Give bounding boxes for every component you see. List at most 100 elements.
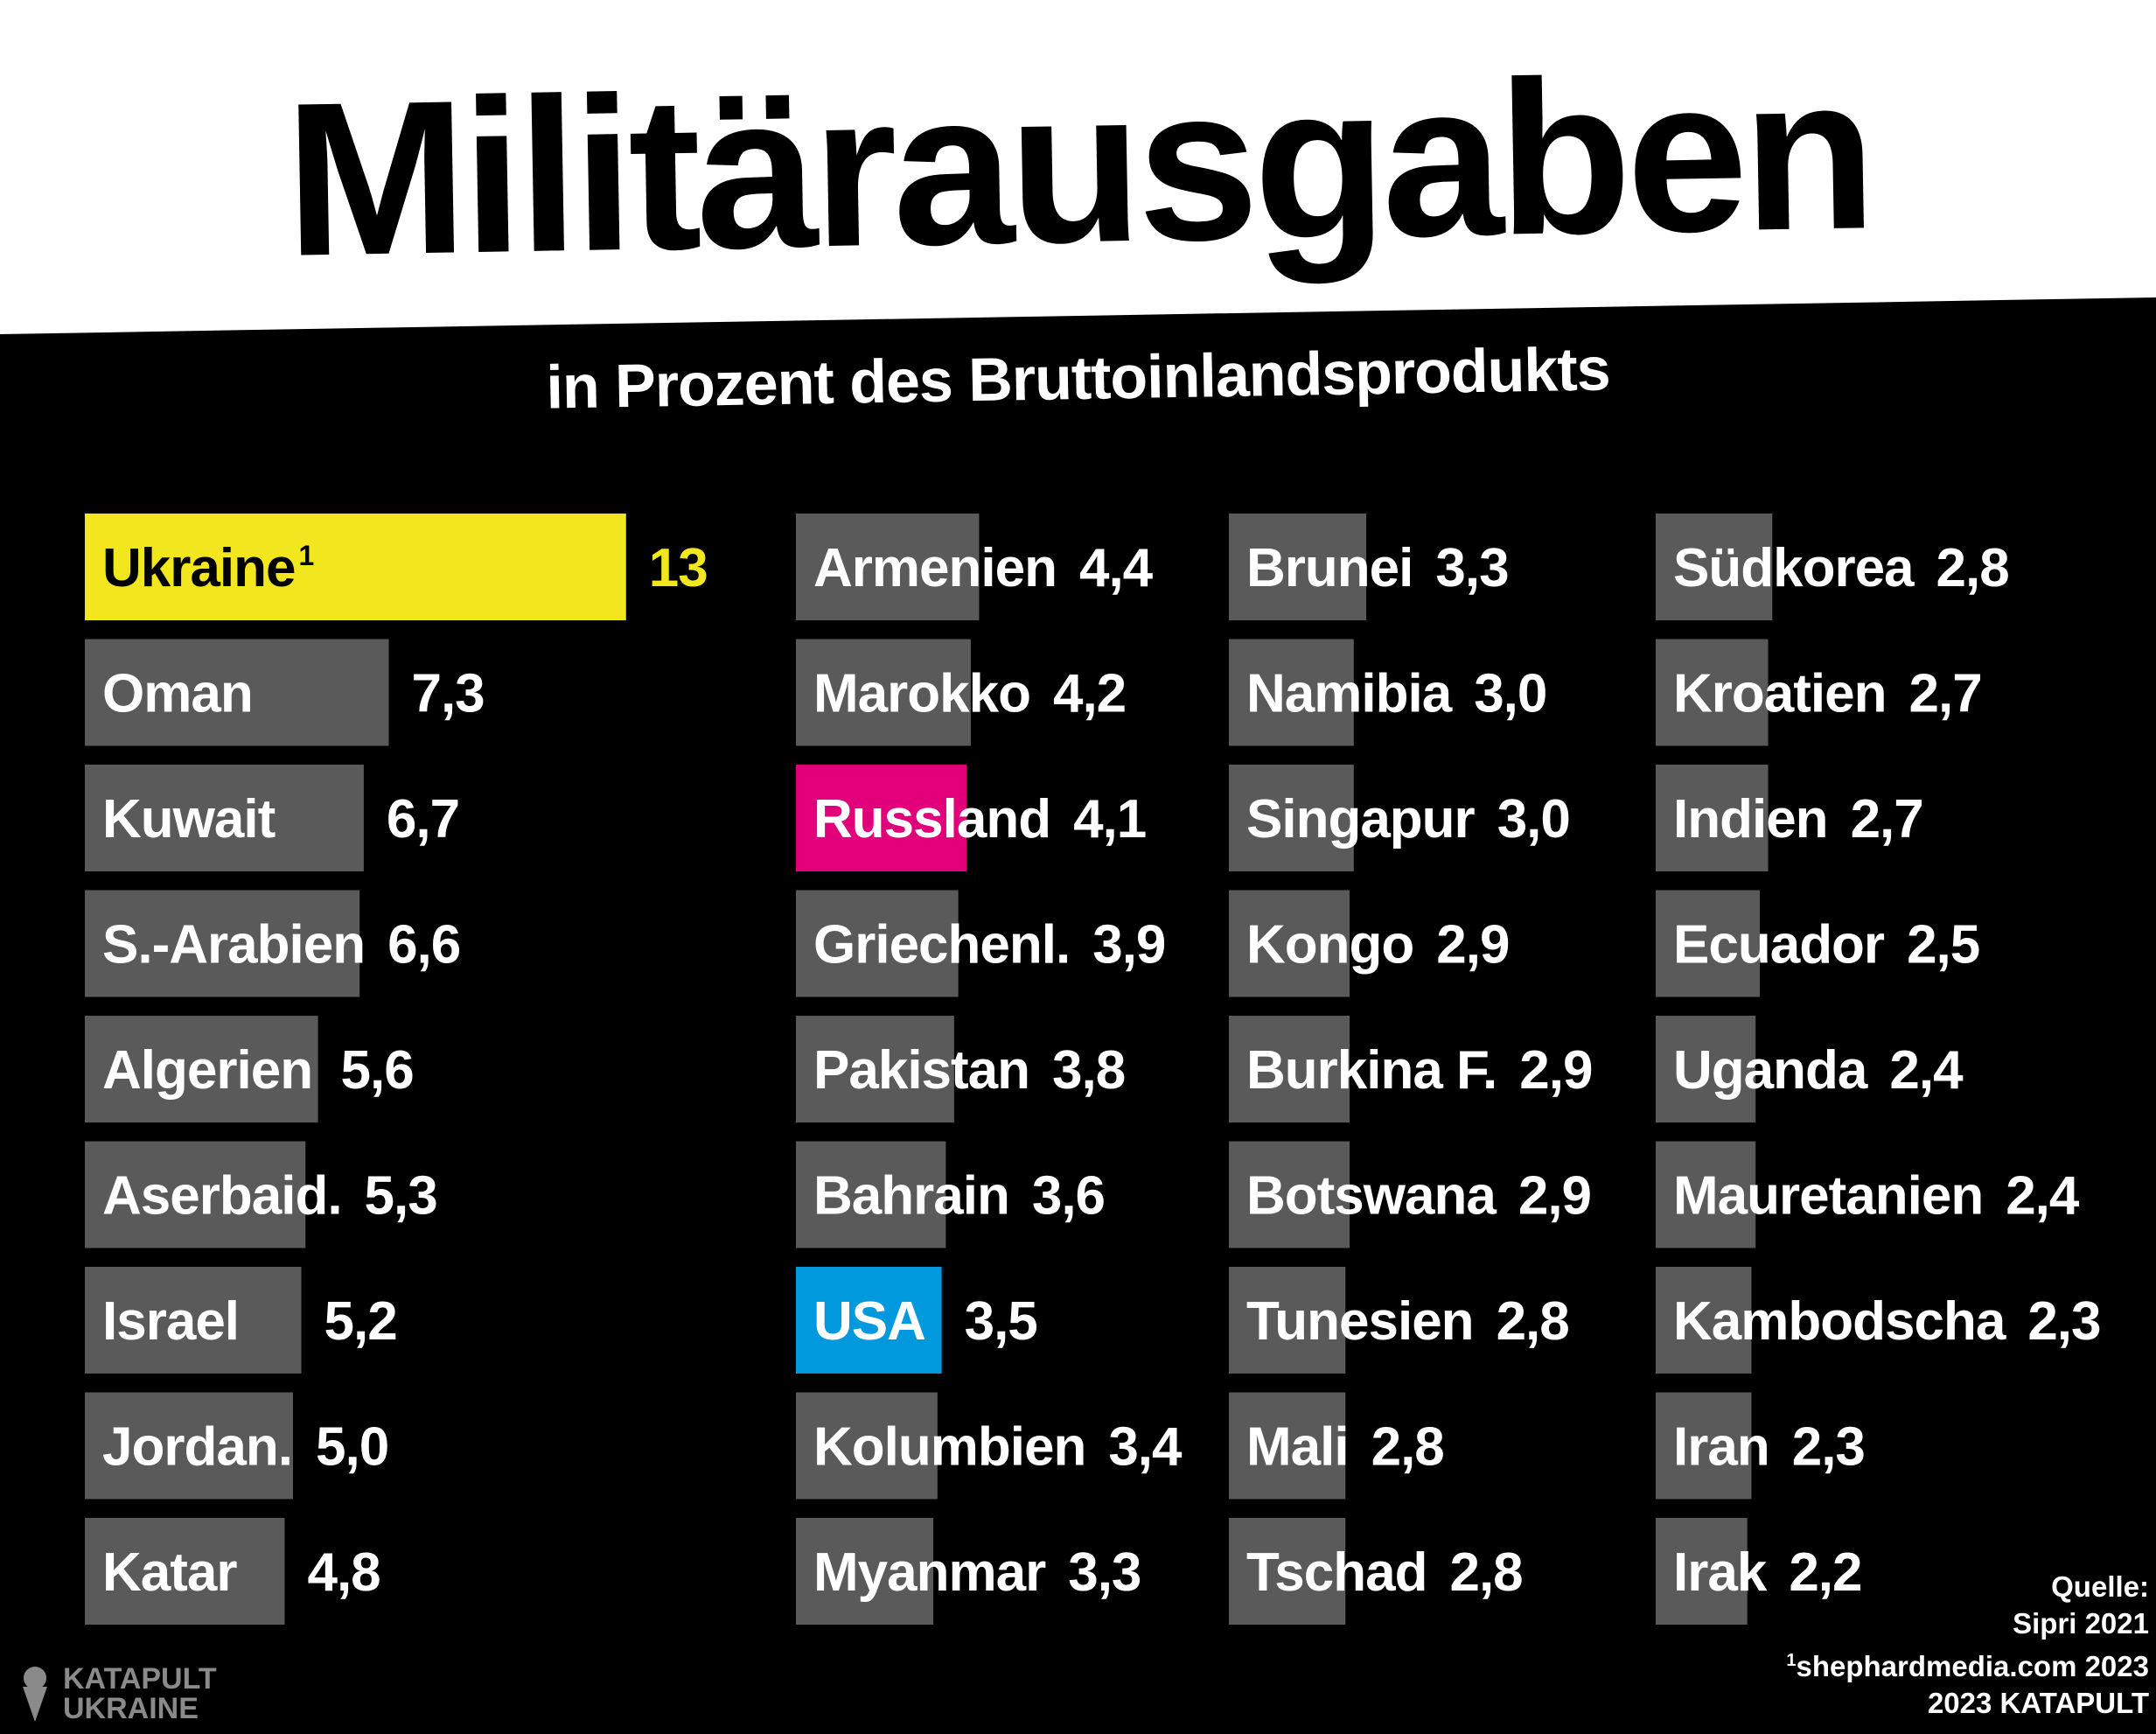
bar-label-text: Armenien bbox=[813, 538, 1057, 598]
bar-value-label: 3,5 bbox=[965, 1291, 1037, 1352]
bar-label: Iran bbox=[1673, 1417, 1769, 1478]
bar-value-label: 2,8 bbox=[1936, 538, 2009, 598]
ice-cream-icon bbox=[23, 1667, 47, 1722]
bar-group: Katar 4,8 bbox=[85, 1518, 381, 1625]
bar-group: USA 3,5 bbox=[796, 1267, 1038, 1374]
bar bbox=[796, 639, 971, 746]
bar-label-text: Brunei bbox=[1246, 538, 1413, 598]
bar-group: Iran 2,3 bbox=[1656, 1392, 1866, 1500]
bar bbox=[85, 1016, 318, 1122]
bar-label: Jordan. bbox=[102, 1417, 292, 1478]
bar-value-label: 2,7 bbox=[1908, 664, 1981, 724]
bar-label: Kongo bbox=[1246, 915, 1413, 975]
bar-label-text: Pakistan bbox=[813, 1040, 1029, 1101]
bar bbox=[796, 1518, 934, 1625]
logo-line-2: UKRAINE bbox=[63, 1692, 199, 1725]
source-note: Quelle: Sipri 2021 1shephardmedia.com 20… bbox=[1786, 1569, 2149, 1722]
source-line-2-text: shephardmedia.com 2023 bbox=[1796, 1650, 2149, 1682]
bar-group: S.-Arabien 6,6 bbox=[85, 890, 461, 997]
bar-value-label: 2,8 bbox=[1497, 1291, 1569, 1352]
bar-label-text: Iran bbox=[1673, 1417, 1769, 1478]
bar-value-label: 2,3 bbox=[2027, 1291, 2100, 1352]
katapult-logo: KATAPULT UKRAINE bbox=[19, 1664, 217, 1724]
bar-label: Südkorea bbox=[1673, 538, 1915, 598]
bar-label: S.-Arabien bbox=[102, 915, 365, 975]
header-background bbox=[0, 0, 2156, 334]
bar-group: Ukraine 1 13 bbox=[85, 514, 708, 620]
bar-value-label: 2,2 bbox=[1789, 1542, 1861, 1603]
bar-group: Jordan. 5,0 bbox=[85, 1392, 389, 1500]
bar-label: Brunei bbox=[1246, 538, 1413, 598]
bar-group: Uganda 2,4 bbox=[1656, 1016, 1964, 1122]
bar bbox=[1229, 765, 1354, 871]
bar-group: Kroatien 2,7 bbox=[1656, 639, 1983, 746]
bar-value-label: 2,3 bbox=[1792, 1417, 1865, 1478]
bar-label-text: Kongo bbox=[1246, 915, 1413, 975]
bar-group: Russland 4,1 bbox=[796, 765, 1147, 871]
bar-label-text: Tunesien bbox=[1246, 1291, 1474, 1352]
bar-value-label: 3,3 bbox=[1068, 1542, 1141, 1603]
bar-group: Kambodscha 2,3 bbox=[1656, 1267, 2102, 1374]
bar-label-text: Burkina F. bbox=[1246, 1040, 1497, 1101]
bar-value-label: 7,3 bbox=[411, 664, 484, 724]
bar-label-text: Russland bbox=[813, 789, 1050, 850]
bar-label: Irak bbox=[1673, 1542, 1768, 1603]
bar-label: Algerien bbox=[102, 1040, 312, 1101]
bar-label: Griechenl. bbox=[813, 915, 1070, 975]
bar-group: Indien 2,7 bbox=[1656, 765, 1924, 871]
bar bbox=[1229, 1392, 1346, 1500]
bar bbox=[1229, 514, 1367, 620]
bar-value-label: 4,8 bbox=[307, 1542, 380, 1603]
bar bbox=[85, 890, 360, 997]
bar-label: Burkina F. bbox=[1246, 1040, 1497, 1101]
bar-label-text: S.-Arabien bbox=[102, 915, 365, 975]
bar-value-label: 13 bbox=[649, 538, 708, 598]
bar-label: Kroatien bbox=[1673, 664, 1886, 724]
bar-group: Marokko 4,2 bbox=[796, 639, 1127, 746]
bar-label: Mauretanien bbox=[1673, 1166, 1983, 1227]
bar-label: Aserbaid. bbox=[102, 1166, 342, 1227]
bar-value-label: 3,6 bbox=[1032, 1166, 1105, 1227]
bar-group: Brunei 3,3 bbox=[1229, 514, 1510, 620]
bar-value-label: 3,3 bbox=[1435, 538, 1508, 598]
bar-group: Singapur 3,0 bbox=[1229, 765, 1571, 871]
bar-label-text: Griechenl. bbox=[813, 915, 1070, 975]
bar-group: Oman 7,3 bbox=[85, 639, 485, 746]
bar-label-text: Jordan. bbox=[102, 1417, 292, 1478]
bar-value-label: 5,6 bbox=[341, 1040, 414, 1101]
bar-label-text: Uganda bbox=[1673, 1040, 1868, 1101]
bar-value-label: 5,3 bbox=[365, 1166, 437, 1227]
bar-group: Tunesien 2,8 bbox=[1229, 1267, 1570, 1374]
bar-label-text: Irak bbox=[1673, 1542, 1768, 1603]
bar bbox=[85, 1267, 302, 1374]
bar-label: Ecuador bbox=[1673, 915, 1885, 975]
bar-group: Mali 2,8 bbox=[1229, 1392, 1445, 1500]
bar-group: Kongo 2,9 bbox=[1229, 890, 1510, 997]
bar-value-label: 6,7 bbox=[387, 789, 459, 850]
bar-label-text: Südkorea bbox=[1673, 538, 1915, 598]
bar-value-label: 2,9 bbox=[1436, 915, 1509, 975]
bar-group: Bahrain 3,6 bbox=[796, 1141, 1106, 1248]
bar-label-text: Israel bbox=[102, 1291, 239, 1352]
bar bbox=[796, 1267, 942, 1374]
logo-line-1: KATAPULT bbox=[63, 1662, 217, 1696]
bar-value-label: 4,2 bbox=[1053, 664, 1126, 724]
bar-value-label: 6,6 bbox=[387, 915, 460, 975]
bar-label: Mali bbox=[1246, 1417, 1349, 1478]
bar-label-text: Kambodscha bbox=[1673, 1291, 2006, 1352]
bar-label: Indien bbox=[1673, 789, 1828, 850]
bar bbox=[85, 1518, 285, 1625]
bar-group: Algerien 5,6 bbox=[85, 1016, 415, 1122]
bar-value-label: 3,8 bbox=[1052, 1040, 1125, 1101]
bar-label: Kuwait bbox=[102, 789, 276, 850]
bar bbox=[1229, 1267, 1346, 1374]
source-line-2: 1shephardmedia.com 2023 bbox=[1786, 1642, 2149, 1685]
bar-label-text: USA bbox=[813, 1291, 925, 1352]
bar-group: Aserbaid. 5,3 bbox=[85, 1141, 438, 1248]
bar bbox=[796, 765, 967, 871]
bar-value-label: 2,8 bbox=[1449, 1542, 1522, 1603]
bar-label: Namibia bbox=[1246, 664, 1453, 724]
bar-label: Armenien bbox=[813, 538, 1057, 598]
bar-label: Marokko bbox=[813, 664, 1030, 724]
